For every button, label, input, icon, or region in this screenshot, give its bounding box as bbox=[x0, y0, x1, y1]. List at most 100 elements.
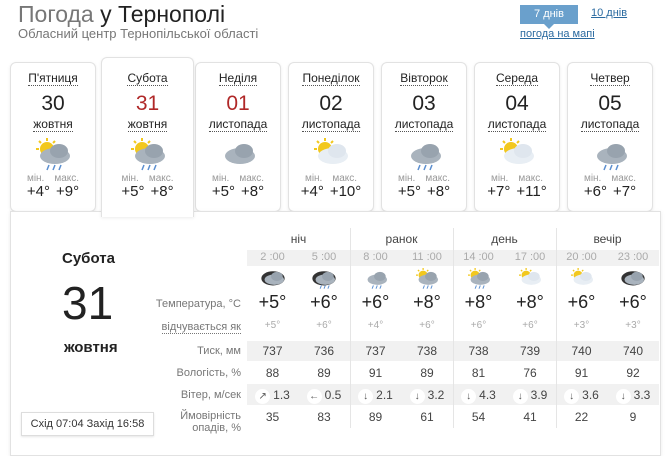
day-card[interactable]: Понеділок 02 листопада мін. макс. +4° +10° bbox=[288, 62, 374, 212]
page-subtitle: Обласний центр Тернопільської області bbox=[18, 26, 259, 41]
hour-feels: +6° bbox=[470, 320, 487, 331]
hour-feels: +5° bbox=[264, 320, 281, 331]
max-label: макс. bbox=[518, 173, 544, 184]
hour-pressure: 738 bbox=[416, 344, 438, 358]
temp-label: Температура, °C bbox=[155, 298, 241, 310]
period-2: день bbox=[491, 232, 518, 246]
min-label: мін. bbox=[397, 173, 416, 184]
day-card[interactable]: Вівторок 03 листопада мін. макс. +5° +8° bbox=[381, 62, 467, 212]
period-3: вечір bbox=[593, 232, 622, 246]
day-date: 31 bbox=[135, 92, 160, 115]
max-label: макс. bbox=[425, 173, 451, 184]
max-temp: +8° bbox=[241, 183, 265, 200]
hour-precip: 61 bbox=[420, 410, 434, 424]
hour-precip: 83 bbox=[317, 410, 331, 424]
humidity-label: Вологість, % bbox=[176, 367, 242, 379]
hour-temp: +8° bbox=[464, 292, 493, 312]
hour-feels: +6° bbox=[522, 320, 538, 331]
max-label: макс. bbox=[239, 173, 265, 184]
max-temp: +9° bbox=[56, 183, 80, 200]
hour-humidity: 91 bbox=[574, 366, 589, 380]
hour-temp: +5° bbox=[258, 292, 287, 312]
hour-pressure: 736 bbox=[313, 344, 335, 358]
day-date: 05 bbox=[598, 92, 622, 115]
hour-feels: +3° bbox=[573, 320, 590, 331]
min-label: мін. bbox=[304, 173, 323, 184]
hour-humidity: 91 bbox=[368, 366, 383, 380]
hour-pressure: 740 bbox=[571, 344, 592, 358]
max-label: макс. bbox=[54, 173, 80, 184]
day-card[interactable]: Субота 31 жовтня мін. макс. +5° +8° bbox=[101, 57, 194, 217]
hour-wind: ↓ 2.1 bbox=[350, 388, 401, 404]
hour-temp: +8° bbox=[413, 292, 441, 312]
period-divider bbox=[453, 228, 454, 428]
feels-like-label[interactable]: відчувається як bbox=[161, 321, 241, 334]
hour-time: 14 :00 bbox=[463, 251, 494, 263]
hour-precip: 41 bbox=[523, 410, 537, 424]
detail-date: 31 bbox=[62, 277, 114, 329]
hour-pressure: 737 bbox=[262, 344, 283, 358]
day-month: листопада bbox=[301, 117, 361, 132]
hour-feels: +6° bbox=[316, 320, 332, 331]
sun-cloud-rain-icon bbox=[416, 268, 438, 289]
min-label: мін. bbox=[211, 173, 230, 184]
hour-pressure: 740 bbox=[622, 344, 644, 358]
wind-direction-icon: ↓ bbox=[615, 389, 631, 404]
day-date: 02 bbox=[319, 92, 343, 115]
sun-cloud-icon bbox=[500, 138, 534, 164]
tab-7-days[interactable]: 7 днів bbox=[520, 5, 578, 29]
day-card[interactable]: Середа 04 листопада мін. макс. +7° +11° bbox=[474, 62, 560, 212]
map-link[interactable]: погода на мапі bbox=[520, 28, 595, 40]
hour-humidity: 81 bbox=[471, 366, 486, 380]
day-month: листопада bbox=[487, 117, 547, 132]
cloud-night-icon bbox=[260, 271, 285, 286]
sun-cloud-rain-icon bbox=[467, 268, 490, 289]
cloudy-icon bbox=[225, 144, 255, 164]
day-date: 30 bbox=[41, 92, 65, 115]
day-card[interactable]: Неділя 01 листопада мін. макс. +5° +8° bbox=[195, 62, 281, 212]
min-temp: +4° bbox=[300, 183, 324, 200]
min-temp: +4° bbox=[26, 183, 50, 200]
sunrise-sunset: Схід 07:04 Захід 16:58 bbox=[21, 412, 154, 436]
sun-cloud-rain-icon bbox=[130, 138, 165, 171]
wind-direction-icon: ↓ bbox=[564, 389, 580, 404]
hour-feels: +6° bbox=[419, 320, 435, 331]
day-month: жовтня bbox=[33, 117, 73, 132]
max-temp: +8° bbox=[150, 183, 174, 200]
tab-10-days[interactable]: 10 днів bbox=[591, 7, 628, 19]
pressure-label: Тиск, мм bbox=[197, 345, 241, 357]
hour-feels: +3° bbox=[625, 320, 641, 331]
sun-cloud-icon bbox=[519, 268, 541, 285]
day-card[interactable]: П'ятниця 30 жовтня мін. макс. +4° +9° bbox=[10, 62, 96, 212]
hour-pressure: 737 bbox=[365, 344, 386, 358]
wind-direction-icon: ↓ bbox=[461, 389, 477, 404]
hour-wind: ← 0.5 bbox=[299, 388, 350, 404]
max-temp: +8° bbox=[427, 183, 451, 200]
hour-humidity: 89 bbox=[317, 366, 331, 380]
hour-pressure: 739 bbox=[519, 344, 541, 358]
cloud-rain-icon bbox=[367, 271, 387, 289]
day-card[interactable]: Четвер 05 листопада мін. макс. +6° +7° bbox=[567, 62, 653, 212]
day-month: жовтня bbox=[127, 117, 168, 132]
day-date: 01 bbox=[226, 92, 250, 115]
hour-time: 11 :00 bbox=[412, 251, 442, 263]
hour-wind: ↓ 3.2 bbox=[402, 388, 453, 404]
wind-direction-icon: ↓ bbox=[409, 389, 425, 404]
max-temp: +11° bbox=[516, 183, 547, 200]
min-temp: +6° bbox=[583, 183, 607, 200]
cloud-night-rain-icon bbox=[312, 271, 336, 289]
max-label: макс. bbox=[611, 173, 637, 184]
hour-temp: +6° bbox=[567, 292, 596, 312]
day-month: листопада bbox=[208, 117, 268, 132]
min-label: мін. bbox=[26, 173, 45, 184]
precip-label: Ймовірність опадів, % bbox=[180, 410, 241, 434]
cloud-night-icon bbox=[621, 271, 645, 286]
hour-time: 17 :00 bbox=[514, 251, 546, 263]
page-title: Погода у Тернополі bbox=[18, 1, 226, 27]
cloud-rain-icon bbox=[411, 144, 441, 171]
hour-precip: 89 bbox=[368, 410, 383, 424]
min-label: мін. bbox=[583, 173, 602, 184]
hour-feels: +4° bbox=[367, 320, 384, 331]
period-divider bbox=[350, 228, 351, 428]
max-temp: +10° bbox=[329, 183, 362, 200]
